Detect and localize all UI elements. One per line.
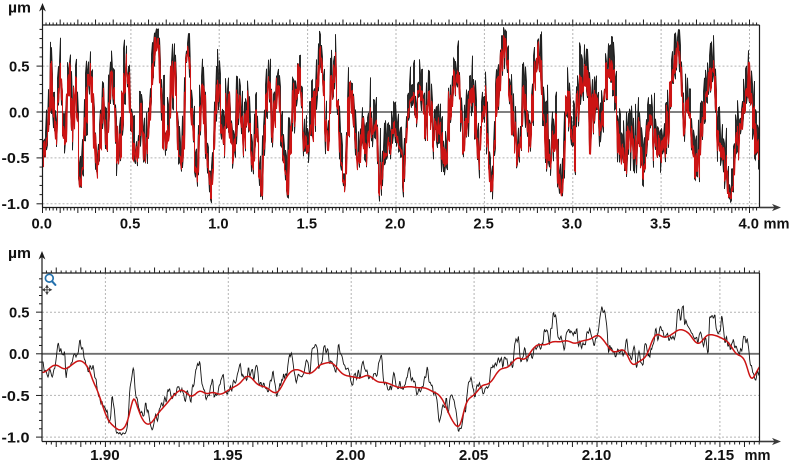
svg-text:-1.0: -1.0 [2, 196, 30, 213]
svg-text:µm: µm [8, 245, 31, 262]
svg-text:-1.0: -1.0 [2, 429, 30, 446]
svg-text:1.95: 1.95 [213, 447, 243, 463]
svg-text:mm: mm [764, 216, 790, 233]
svg-text:1.90: 1.90 [90, 447, 120, 463]
svg-text:mm: mm [745, 447, 771, 463]
svg-text:0.0: 0.0 [9, 104, 30, 121]
svg-text:-0.5: -0.5 [2, 388, 30, 405]
svg-text:3.5: 3.5 [650, 216, 671, 233]
svg-text:2.5: 2.5 [473, 216, 494, 233]
svg-text:2.05: 2.05 [459, 447, 489, 463]
svg-text:2.0: 2.0 [385, 216, 406, 233]
svg-text:0.0: 0.0 [31, 216, 52, 233]
svg-text:2.10: 2.10 [582, 447, 612, 463]
svg-text:0.0: 0.0 [9, 346, 30, 363]
svg-text:2.15: 2.15 [705, 447, 735, 463]
svg-text:1.0: 1.0 [208, 216, 229, 233]
svg-text:-0.5: -0.5 [2, 150, 30, 167]
svg-text:0.5: 0.5 [9, 305, 30, 322]
svg-text:3.0: 3.0 [562, 216, 583, 233]
svg-text:1.5: 1.5 [297, 216, 318, 233]
svg-text:4.0: 4.0 [738, 216, 759, 233]
svg-text:2.00: 2.00 [336, 447, 366, 463]
svg-text:0.5: 0.5 [120, 216, 141, 233]
svg-text:0.5: 0.5 [9, 58, 30, 75]
svg-text:µm: µm [8, 0, 31, 17]
